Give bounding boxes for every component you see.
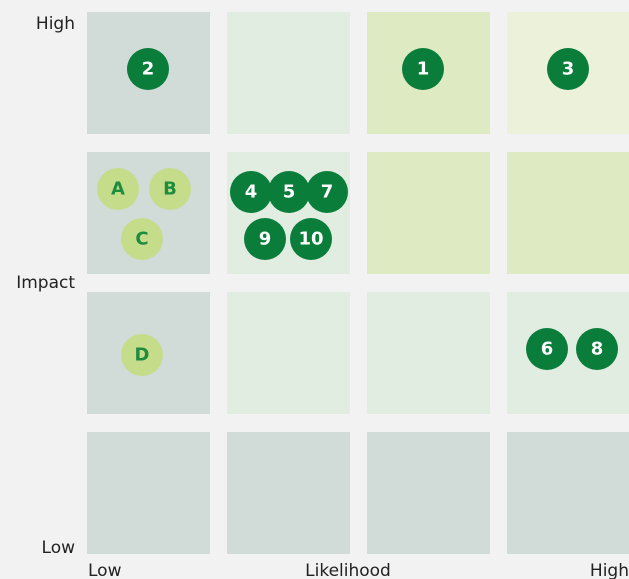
risk-label: 10 xyxy=(298,229,323,250)
risk-dot xyxy=(402,48,444,90)
risk-label: 3 xyxy=(562,59,575,80)
risk-label: 2 xyxy=(142,59,155,80)
x-high: High xyxy=(590,561,629,579)
cell xyxy=(87,432,210,554)
cell xyxy=(227,432,350,554)
x-label: Likelihood xyxy=(305,561,391,579)
risk-label: 1 xyxy=(417,59,430,80)
risk-label: A xyxy=(111,179,125,200)
risk-label: C xyxy=(135,229,148,250)
y-high: High xyxy=(36,14,75,34)
risk-dot xyxy=(127,48,169,90)
cell xyxy=(507,152,629,274)
cell xyxy=(227,292,350,414)
risk-label: 5 xyxy=(283,182,296,203)
y-label: Impact xyxy=(16,273,75,293)
risk-dot xyxy=(547,48,589,90)
cell xyxy=(367,432,490,554)
risk-dot xyxy=(121,334,163,376)
risk-label: B xyxy=(163,179,177,200)
risk-dot xyxy=(230,171,272,213)
risk-dot xyxy=(149,168,191,210)
risk-label: 7 xyxy=(321,182,334,203)
x-low: Low xyxy=(88,561,122,579)
risk-label: 4 xyxy=(245,182,258,203)
risk-dot xyxy=(306,171,348,213)
cell xyxy=(507,432,629,554)
risk-dot xyxy=(244,218,286,260)
risk-label: D xyxy=(135,345,150,366)
risk-dot xyxy=(526,328,568,370)
cell xyxy=(227,12,350,134)
risk-label: 6 xyxy=(541,339,554,360)
y-low: Low xyxy=(42,538,76,558)
risk-dot xyxy=(268,171,310,213)
cell xyxy=(367,152,490,274)
risk-dot xyxy=(290,218,332,260)
risk-dot xyxy=(121,218,163,260)
risk-label: 9 xyxy=(259,229,272,250)
risk-dot xyxy=(576,328,618,370)
cell xyxy=(227,152,350,274)
cell xyxy=(367,292,490,414)
grid xyxy=(87,12,629,554)
risk-label: 8 xyxy=(591,339,604,360)
risk-dot xyxy=(97,168,139,210)
